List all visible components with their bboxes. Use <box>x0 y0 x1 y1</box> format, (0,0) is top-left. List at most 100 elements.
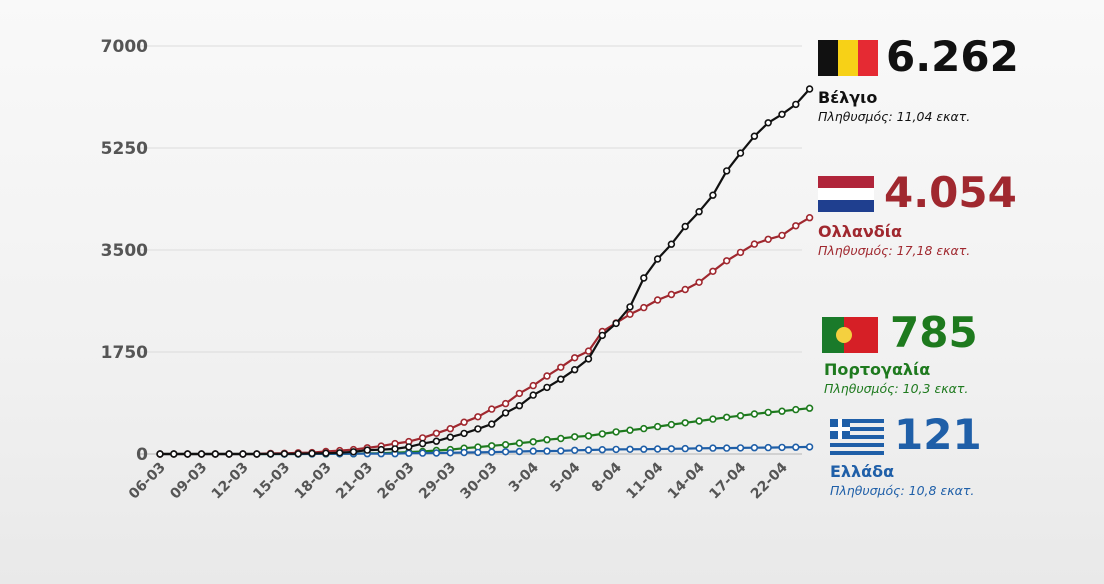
data-point-netherlands <box>488 405 496 413</box>
x-tick-label: 30-03 <box>458 460 501 503</box>
data-point-portugal <box>598 430 606 438</box>
data-point-belgium <box>308 449 316 458</box>
data-point-belgium <box>501 409 510 417</box>
data-point-netherlands <box>515 389 524 398</box>
data-point-belgium <box>612 319 620 328</box>
data-point-greece <box>653 445 662 453</box>
data-point-netherlands <box>778 231 786 240</box>
x-tick-label: 29-03 <box>416 460 459 503</box>
legend-value-greece: 121 <box>894 410 982 459</box>
y-tick-label: 5250 <box>101 139 148 159</box>
data-point-belgium <box>336 449 344 457</box>
legend-population-belgium: Πληθυσμός: 11,04 εκατ. <box>818 109 971 124</box>
data-point-greece <box>792 443 800 451</box>
data-point-greece <box>626 445 634 453</box>
data-point-greece <box>557 447 565 455</box>
data-point-netherlands <box>570 354 579 362</box>
data-point-portugal <box>778 407 786 415</box>
data-point-greece <box>570 446 579 454</box>
x-tick-label: 09-03 <box>167 460 210 503</box>
data-point-portugal <box>667 420 676 429</box>
data-point-greece <box>722 444 731 452</box>
data-point-greece <box>460 448 468 457</box>
greece-flag-icon <box>830 419 884 455</box>
data-point-belgium <box>792 100 800 109</box>
data-point-greece <box>640 445 648 453</box>
data-point-netherlands <box>640 303 648 312</box>
data-point-belgium <box>183 450 192 458</box>
data-point-portugal <box>681 419 689 427</box>
data-point-belgium <box>681 222 689 231</box>
data-point-netherlands <box>460 418 468 426</box>
y-tick-label: 1750 <box>101 343 148 363</box>
data-point-belgium <box>280 450 289 458</box>
data-point-portugal <box>722 413 731 421</box>
legend-name-belgium: Βέλγιο <box>818 88 878 107</box>
data-point-belgium <box>363 446 371 454</box>
data-point-belgium <box>640 274 648 282</box>
data-point-belgium <box>322 449 330 457</box>
data-point-portugal <box>653 422 662 431</box>
data-point-belgium <box>543 383 551 392</box>
data-point-greece <box>529 447 537 455</box>
data-point-netherlands <box>681 285 689 294</box>
data-point-netherlands <box>722 257 731 265</box>
data-point-belgium <box>197 450 206 458</box>
x-tick-label: 12-03 <box>209 460 252 503</box>
data-point-netherlands <box>543 372 551 380</box>
x-tick-label: 5-04 <box>547 459 583 495</box>
x-tick-label: 3-04 <box>506 459 542 495</box>
data-point-portugal <box>750 410 759 418</box>
data-point-belgium <box>584 355 593 363</box>
data-point-greece <box>446 449 454 457</box>
x-tick-label: 21-03 <box>333 460 376 503</box>
data-point-belgium <box>557 375 565 383</box>
data-point-netherlands <box>667 290 676 299</box>
data-point-greece <box>778 443 786 452</box>
data-point-portugal <box>584 432 593 440</box>
data-point-netherlands <box>626 310 634 318</box>
data-point-belgium <box>515 402 524 410</box>
x-tick-label: 26-03 <box>375 460 418 503</box>
data-point-netherlands <box>805 214 814 222</box>
legend-population-netherlands: Πληθυσμός: 17,18 εκατ. <box>818 243 971 258</box>
data-point-netherlands <box>736 248 745 257</box>
legend-name-netherlands: Ολλανδία <box>818 222 902 241</box>
data-point-netherlands <box>584 347 593 355</box>
series-belgium <box>156 85 814 458</box>
y-tick-label: 0 <box>136 445 148 465</box>
y-axis-ticks: 0 1750 3500 5250 7000 <box>101 37 148 465</box>
data-point-belgium <box>570 366 579 374</box>
data-point-greece <box>612 445 620 454</box>
data-point-belgium <box>653 255 662 263</box>
data-point-belgium <box>418 439 427 448</box>
legend-name-greece: Ελλάδα <box>830 462 895 481</box>
data-point-belgium <box>626 303 634 311</box>
data-point-belgium <box>750 132 759 140</box>
x-tick-label: 15-03 <box>250 460 293 503</box>
data-point-greece <box>695 444 703 452</box>
x-tick-label: 11-04 <box>623 459 666 502</box>
data-point-greece <box>764 443 772 452</box>
data-point-belgium <box>446 433 454 441</box>
data-point-greece <box>501 448 510 456</box>
x-tick-label: 14-04 <box>665 459 708 502</box>
data-point-greece <box>736 444 745 452</box>
data-point-portugal <box>709 415 717 423</box>
data-point-portugal <box>792 405 800 414</box>
legend-population-greece: Πληθυσμός: 10,8 εκατ. <box>830 483 975 498</box>
data-point-belgium <box>349 448 358 456</box>
portugal-flag-icon <box>822 317 878 353</box>
data-point-portugal <box>570 433 579 441</box>
data-point-belgium <box>253 450 261 458</box>
data-point-greece <box>709 444 717 452</box>
data-point-portugal <box>488 442 496 450</box>
data-point-belgium <box>460 429 468 438</box>
data-point-portugal <box>501 441 510 449</box>
data-point-portugal <box>640 424 648 433</box>
data-point-greece <box>805 443 814 451</box>
data-point-greece <box>584 446 593 454</box>
data-point-portugal <box>626 426 634 434</box>
data-point-netherlands <box>432 429 441 437</box>
